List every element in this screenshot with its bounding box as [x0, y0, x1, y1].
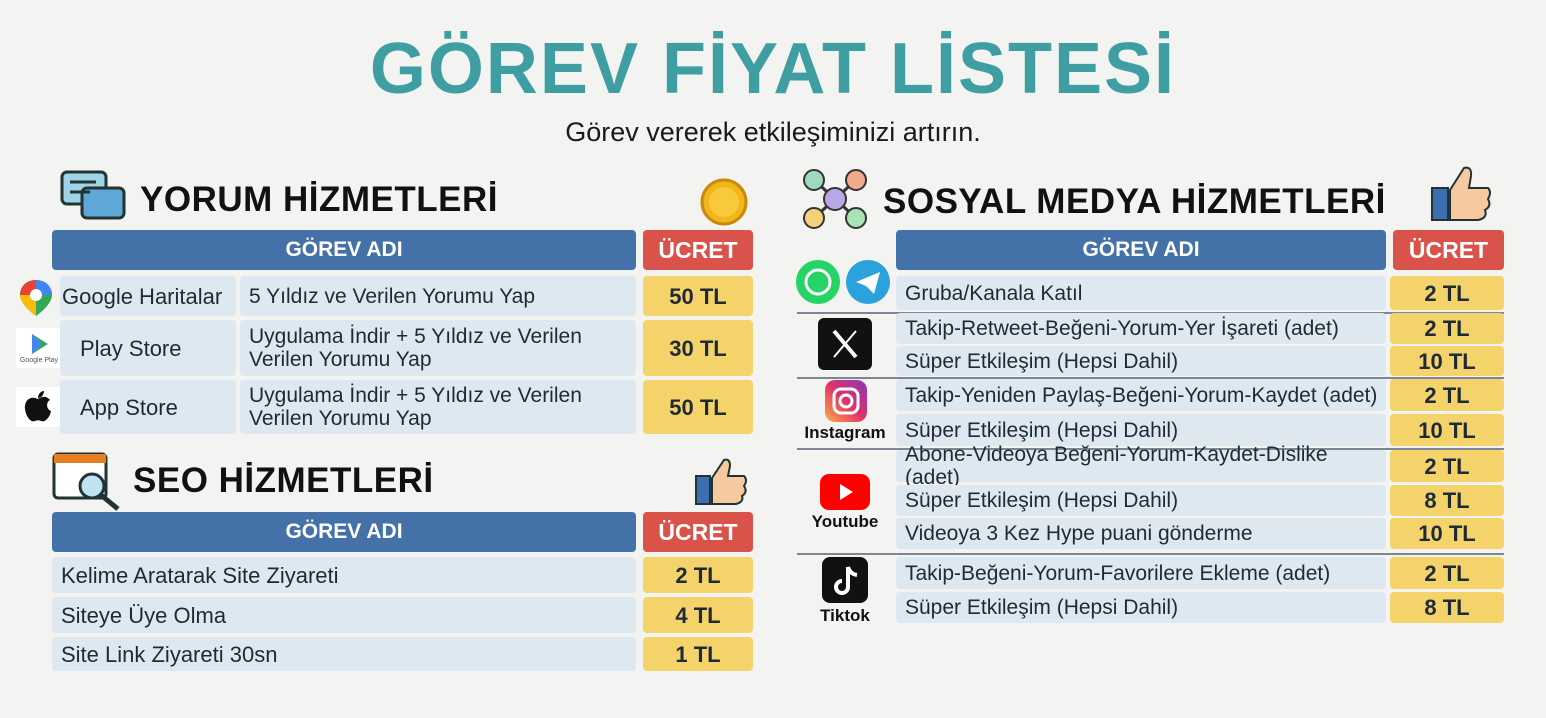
task-name: Süper Etkileşim (Hepsi Dahil) — [896, 485, 1386, 516]
platform-name: App Store — [60, 380, 236, 434]
seo-icon — [52, 452, 120, 511]
section-title: SEO HİZMETLERİ — [133, 461, 434, 500]
platform-icon — [16, 387, 60, 427]
group-separator — [797, 377, 1504, 379]
platform-icon — [794, 258, 894, 306]
task-name: Siteye Üye Olma — [52, 597, 636, 633]
section-title: SOSYAL MEDYA HİZMETLERİ — [883, 182, 1386, 221]
group-separator — [797, 448, 1504, 450]
task-name: Takip-Beğeni-Yorum-Favorilere Ekleme (ad… — [896, 557, 1386, 589]
platform-name: Youtube — [811, 512, 879, 531]
coin-icon — [700, 178, 748, 226]
social-network-icon — [803, 169, 867, 229]
task-price: 10 TL — [1390, 346, 1504, 376]
platform-name: Instagram — [804, 423, 886, 442]
platform-name: Play Store — [60, 320, 236, 376]
task-name: 5 Yıldız ve Verilen Yorumu Yap — [240, 276, 636, 316]
platform-name: Google Haritalar — [60, 276, 236, 316]
task-name: Uygulama İndir + 5 Yıldız ve Verilen Ver… — [240, 380, 636, 434]
task-price: 2 TL — [1390, 557, 1504, 589]
platform-icon — [820, 474, 870, 510]
task-price: 50 TL — [643, 380, 753, 434]
task-name: Süper Etkileşim (Hepsi Dahil) — [896, 346, 1386, 376]
task-name: Abone-Videoya Beğeni-Yorum-Kaydet-Dislik… — [896, 443, 1386, 489]
column-header: ÜCRET — [643, 230, 753, 270]
task-price: 2 TL — [643, 557, 753, 593]
task-name: Takip-Yeniden Paylaş-Beğeni-Yorum-Kaydet… — [896, 379, 1386, 411]
platform-icon — [16, 276, 60, 316]
task-price: 10 TL — [1390, 414, 1504, 446]
platform-icon — [818, 318, 872, 370]
task-price: 50 TL — [643, 276, 753, 316]
task-name: Uygulama İndir + 5 Yıldız ve Verilen Ver… — [240, 320, 636, 376]
icon-caption: Google Play — [19, 357, 59, 364]
thumb-icon — [695, 458, 747, 505]
platform-icon — [825, 380, 867, 422]
section-title: YORUM HİZMETLERİ — [140, 180, 498, 219]
task-price: 2 TL — [1390, 450, 1504, 482]
task-name: Takip-Retweet-Beğeni-Yorum-Yer İşareti (… — [896, 313, 1386, 344]
task-price: 30 TL — [643, 320, 753, 376]
task-name: Süper Etkileşim (Hepsi Dahil) — [896, 592, 1386, 623]
page-subtitle: Görev vererek etkileşiminizi artırın. — [565, 117, 981, 147]
task-name: Videoya 3 Kez Hype puani gönderme — [896, 518, 1386, 549]
task-price: 2 TL — [1390, 379, 1504, 411]
platform-icon — [16, 328, 60, 368]
task-price: 1 TL — [643, 637, 753, 671]
thumb-icon — [1431, 166, 1491, 221]
task-price: 2 TL — [1390, 276, 1504, 310]
column-header: ÜCRET — [1393, 230, 1504, 270]
task-name: Kelime Aratarak Site Ziyareti — [52, 557, 636, 593]
column-header: GÖREV ADI — [52, 230, 636, 270]
platform-icon — [822, 557, 868, 603]
chat-icon — [60, 170, 126, 220]
task-name: Gruba/Kanala Katıl — [896, 276, 1386, 310]
column-header: GÖREV ADI — [896, 230, 1386, 270]
platform-name: Tiktok — [820, 606, 870, 625]
column-header: ÜCRET — [643, 512, 753, 552]
task-price: 4 TL — [643, 597, 753, 633]
task-name: Süper Etkileşim (Hepsi Dahil) — [896, 414, 1386, 446]
task-name: Site Link Ziyareti 30sn — [52, 637, 636, 671]
task-price: 8 TL — [1390, 592, 1504, 623]
page-title: GÖREV FİYAT LİSTESİ — [369, 29, 1177, 109]
task-price: 2 TL — [1390, 313, 1504, 344]
column-header: GÖREV ADI — [52, 512, 636, 552]
task-price: 8 TL — [1390, 485, 1504, 516]
group-separator — [797, 553, 1504, 555]
task-price: 10 TL — [1390, 518, 1504, 549]
